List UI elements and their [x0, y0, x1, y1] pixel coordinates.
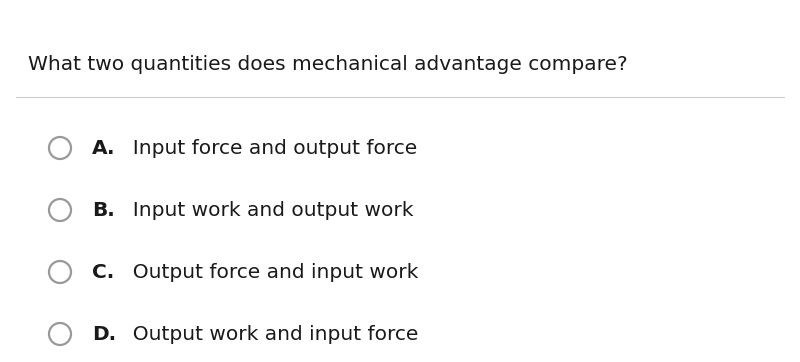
Text: What two quantities does mechanical advantage compare?: What two quantities does mechanical adva… [28, 55, 628, 74]
Text: Output force and input work: Output force and input work [120, 262, 418, 282]
Text: Output work and input force: Output work and input force [120, 324, 418, 344]
Text: D.: D. [92, 324, 116, 344]
Text: Input force and output force: Input force and output force [120, 139, 418, 157]
Text: Input work and output work: Input work and output work [120, 201, 414, 219]
Text: C.: C. [92, 262, 114, 282]
Text: B.: B. [92, 201, 114, 219]
Text: A.: A. [92, 139, 115, 157]
